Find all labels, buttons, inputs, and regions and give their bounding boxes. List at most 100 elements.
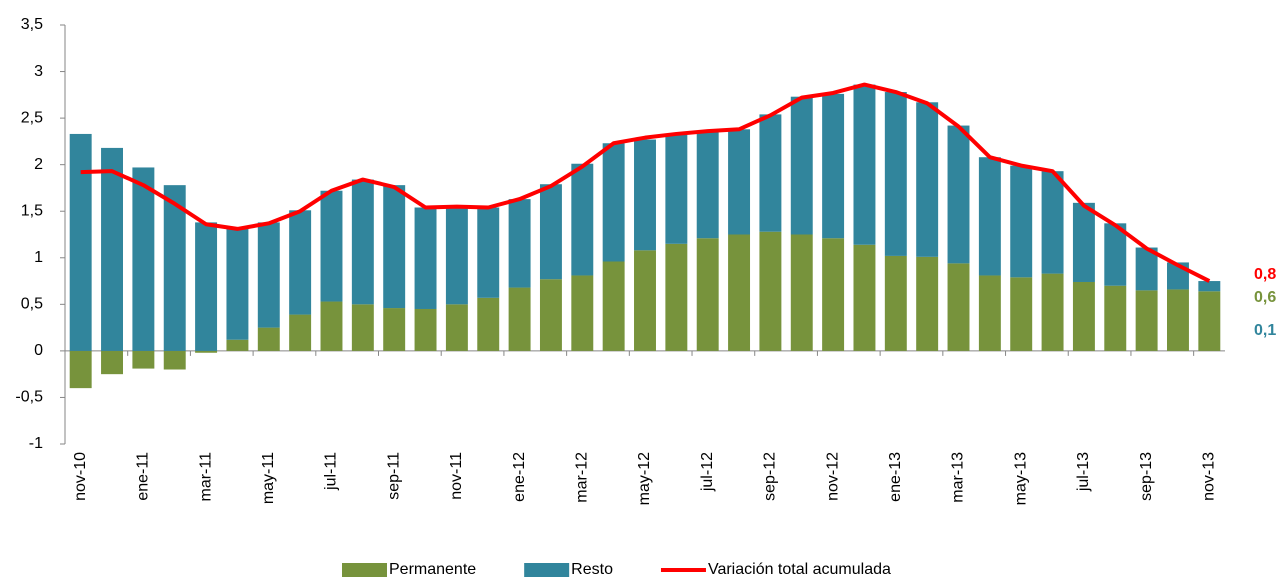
bar [665,243,688,351]
bar [916,102,939,257]
bar [759,114,782,232]
bar [978,275,1001,351]
x-tick-label: sep-13 [1138,452,1155,501]
bar [634,250,656,351]
y-tick-label: -1 [29,435,43,452]
bar [1198,281,1221,292]
bar [195,222,218,351]
bar [853,244,876,351]
bar [414,308,437,351]
bar [414,207,437,309]
y-tick-label: 1,5 [21,202,43,219]
bar [539,184,562,280]
bar [195,350,218,353]
bar [257,222,280,328]
bar [508,287,531,351]
bar [477,207,500,298]
bar [884,92,907,256]
legend-swatch [524,563,570,577]
bar [1072,281,1095,351]
bar [728,129,751,235]
bar [1167,289,1189,351]
y-tick-label: 3 [34,63,43,80]
x-tick-label: nov-11 [448,452,465,500]
bar [445,206,468,305]
bar [132,350,155,369]
x-tick-label: ene-13 [887,452,904,502]
bar [1010,277,1033,351]
bar [1135,290,1158,351]
y-tick-label: 3,5 [21,16,43,33]
bar [1198,291,1221,351]
bar [445,304,468,351]
x-tick-label: mar-13 [950,452,967,503]
bar [665,134,688,244]
bar [320,301,343,351]
bar [822,238,845,351]
bar [602,143,625,262]
bar [132,167,155,351]
y-tick-label: 2,5 [21,109,43,126]
bar [101,350,123,375]
bar [351,179,374,305]
bar [226,227,249,340]
bar [978,157,1001,276]
x-tick-label: nov-10 [72,452,89,501]
x-tick-label: mar-12 [574,452,591,503]
bar [101,147,123,351]
bar [790,234,813,351]
bar [163,350,186,370]
bar [383,185,406,309]
x-tick-label: nov-12 [824,452,841,501]
bar [289,314,312,351]
bar [539,279,562,351]
y-tick-label: -0,5 [15,389,43,406]
bar [822,93,845,239]
bar [571,163,594,276]
bar [257,327,280,351]
bar [790,96,813,235]
bar [1104,285,1127,351]
bar [383,308,406,351]
x-tick-label: jul-12 [699,452,716,492]
bar [916,256,939,351]
x-tick-label: sep-12 [762,452,779,501]
value-label: 0,6 [1254,289,1276,306]
bar [602,261,625,351]
x-tick-label: sep-11 [385,452,402,500]
y-tick-label: 0 [34,342,43,359]
bar [759,231,782,351]
bar [477,297,500,351]
bar [1072,202,1095,282]
line [80,82,1211,283]
y-tick-label: 2 [34,156,43,173]
bar [1041,273,1064,351]
bar [320,190,343,302]
bar [226,339,249,351]
bar [947,263,970,351]
bar [634,139,656,251]
value-label: 0,1 [1254,322,1276,339]
y-tick-label: 0,5 [21,296,43,313]
x-tick-label: may-13 [1012,452,1029,505]
y-tick-label: 1 [34,249,43,266]
bar [1041,171,1064,274]
x-tick-label: mar-11 [197,452,214,502]
bar [571,275,594,351]
bar [69,133,92,351]
x-tick-label: may-11 [260,452,277,504]
legend-label: Resto [571,561,613,578]
bar [728,234,751,351]
bar [1104,223,1127,286]
bar [69,350,92,389]
x-tick-label: ene-11 [135,452,152,501]
legend-label: Permanente [389,561,476,578]
bar [696,132,719,239]
bar [696,238,719,351]
bar [351,304,374,351]
bar [163,185,186,351]
bar [289,210,312,315]
bar [1010,165,1033,278]
bar [853,84,876,245]
x-tick-label: jul-11 [323,452,340,491]
